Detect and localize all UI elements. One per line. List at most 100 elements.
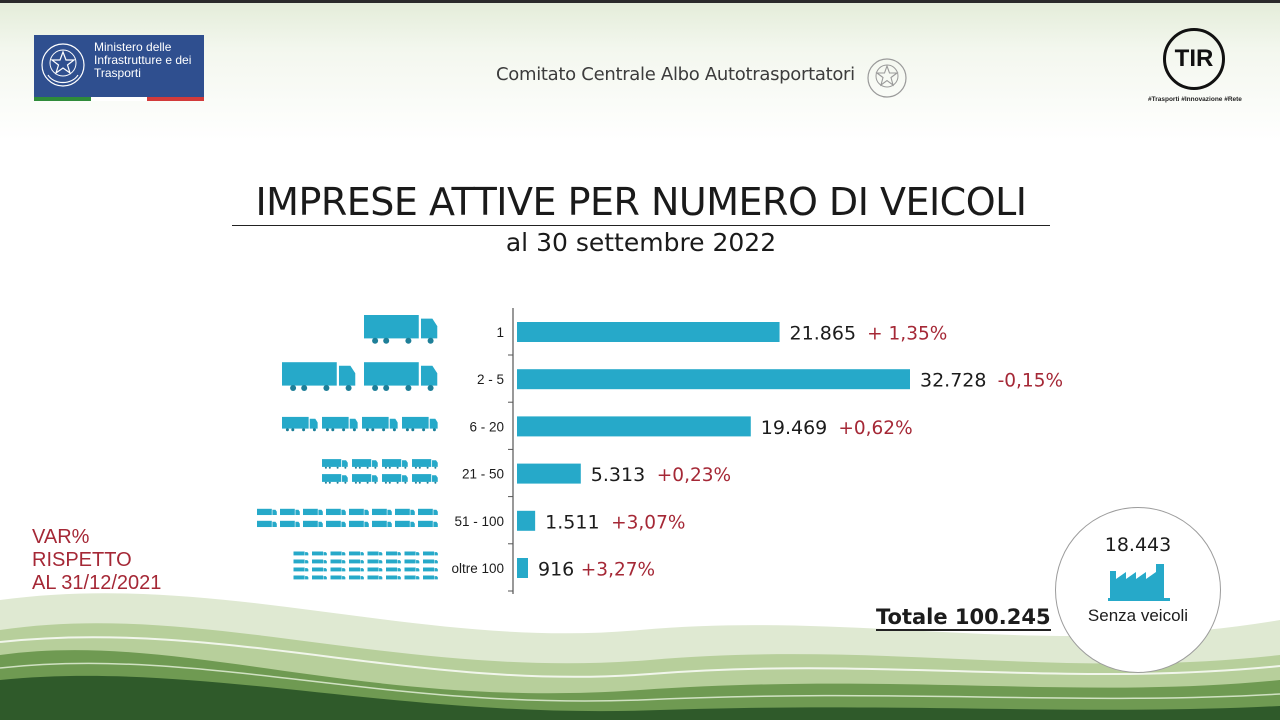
truck-icon — [367, 575, 383, 580]
truck-icon — [412, 459, 438, 469]
truck-icon — [303, 520, 323, 528]
variation-note-line: AL 31/12/2021 — [32, 572, 162, 594]
value-label: 19.469 — [761, 417, 827, 439]
bar — [517, 322, 780, 342]
truck-icon — [418, 520, 438, 528]
no-vehicles-circle: 18.443 Senza veicoli — [1055, 507, 1221, 673]
bar — [517, 369, 910, 390]
chart-title: IMPRESE ATTIVE PER NUMERO DI VEICOLI — [232, 180, 1050, 226]
decorative-waves — [0, 593, 1280, 720]
truck-icon — [404, 575, 420, 580]
bar — [517, 416, 751, 437]
truck-icon — [349, 559, 364, 564]
ministry-name: Ministero delle Infrastrutture e dei Tra… — [94, 40, 192, 80]
no-vehicles-label: Senza veicoli — [1087, 606, 1189, 625]
truck-icon — [293, 567, 309, 572]
truck-icon — [372, 508, 392, 516]
variation-label: +3,07% — [611, 512, 685, 533]
truck-icon — [423, 551, 438, 556]
truck-icon — [312, 551, 327, 556]
truck-icon — [386, 559, 401, 564]
truck-icon — [326, 520, 346, 528]
truck-icon — [349, 567, 364, 572]
variation-note-line: RISPETTO — [32, 549, 132, 571]
truck-icon — [372, 520, 392, 528]
truck-icon — [330, 551, 346, 556]
truck-icon — [352, 459, 378, 469]
variation-note-line: VAR% — [32, 526, 90, 548]
variation-label: +0,62% — [838, 418, 912, 439]
truck-icon — [367, 559, 383, 564]
truck-icon — [330, 567, 346, 572]
truck-icon — [404, 559, 420, 564]
truck-icon — [423, 559, 438, 564]
truck-icon — [402, 416, 438, 432]
truck-icon — [330, 575, 346, 580]
chart-subtitle: al 30 settembre 2022 — [505, 228, 777, 257]
italian-flag-stripe — [34, 97, 205, 101]
truck-icon — [349, 508, 369, 516]
value-label: 916 — [538, 559, 574, 581]
truck-icon — [312, 559, 327, 564]
value-label: 32.728 — [920, 370, 986, 392]
truck-icon — [395, 508, 415, 516]
republic-emblem-icon — [867, 58, 907, 98]
category-label: 1 — [496, 325, 504, 340]
truck-icon — [303, 508, 323, 516]
bar — [517, 463, 581, 484]
truck-icon — [257, 520, 277, 528]
truck-icon — [404, 567, 420, 572]
truck-icon — [362, 416, 398, 432]
truck-icon — [367, 567, 383, 572]
tir-logo: TIR — [1163, 28, 1225, 90]
truck-icon — [282, 362, 356, 391]
truck-icon — [352, 474, 378, 484]
variation-label: +0,23% — [657, 465, 731, 486]
category-label: 6 - 20 — [469, 419, 504, 434]
category-label: oltre 100 — [451, 561, 504, 576]
variation-label: + 1,35% — [867, 324, 947, 345]
bar — [517, 510, 536, 531]
truck-icon — [280, 520, 300, 528]
truck-icon — [423, 575, 438, 580]
factory-icon — [1108, 564, 1170, 601]
total-label: Totale 100.245 — [876, 605, 1051, 631]
ministry-logo: Ministero delle Infrastrutture e dei Tra… — [34, 35, 205, 101]
truck-icon — [322, 474, 348, 484]
header-background — [0, 0, 1280, 140]
truck-icon — [349, 520, 369, 528]
committee-name: Comitato Centrale Albo Autotrasportatori — [496, 64, 855, 85]
truck-icon — [293, 551, 309, 556]
truck-icon — [412, 474, 438, 484]
value-label: 1.511 — [545, 511, 599, 533]
truck-icon — [349, 551, 364, 556]
variation-label: +3,27% — [581, 560, 655, 581]
truck-icon — [280, 508, 300, 516]
truck-icon — [322, 459, 348, 469]
truck-icon — [282, 416, 318, 432]
variation-label: -0,15% — [998, 371, 1063, 392]
truck-icon — [322, 416, 358, 432]
category-label: 21 - 50 — [462, 467, 504, 482]
value-label: 21.865 — [790, 323, 856, 345]
truck-icon — [364, 362, 438, 391]
truck-icon — [382, 474, 408, 484]
category-label: 2 - 5 — [477, 372, 504, 387]
truck-icon — [349, 575, 364, 580]
category-label: 51 - 100 — [454, 514, 504, 529]
no-vehicles-value: 18.443 — [1104, 534, 1172, 556]
truck-icon — [293, 575, 309, 580]
truck-icon — [382, 459, 408, 469]
truck-icon — [257, 508, 277, 516]
truck-icon — [423, 567, 438, 572]
republic-emblem-icon — [41, 43, 85, 87]
truck-icon — [330, 559, 346, 564]
truck-icon — [326, 508, 346, 516]
tir-tagline: #Trasporti #Innovazione #Rete — [1148, 96, 1242, 103]
value-label: 5.313 — [591, 464, 645, 486]
bar — [517, 558, 528, 578]
truck-icon — [364, 315, 438, 344]
truck-icon — [386, 567, 401, 572]
truck-icon — [312, 567, 327, 572]
